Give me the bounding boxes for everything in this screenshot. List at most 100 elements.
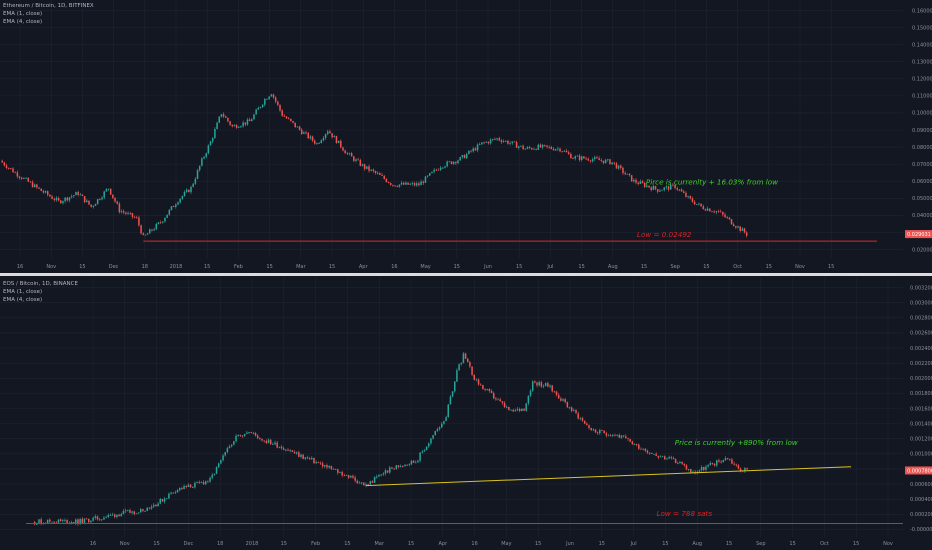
candle <box>46 191 49 195</box>
candle <box>194 482 196 488</box>
x-tick-label: 18 <box>142 264 148 270</box>
candle <box>105 516 107 518</box>
candle <box>107 188 110 190</box>
x-tick-label: 2018 <box>246 541 259 547</box>
candle <box>261 104 264 107</box>
candle <box>333 136 336 138</box>
candle <box>689 196 692 199</box>
candle <box>451 391 454 397</box>
candle <box>657 455 660 458</box>
candle <box>631 441 634 445</box>
candle <box>146 507 149 512</box>
symbol-title[interactable]: Ethereum / Bitcoin, 1D, BITFINEX <box>3 3 94 9</box>
candle <box>220 114 223 117</box>
candle <box>373 476 376 483</box>
candle <box>502 141 505 143</box>
panel-divider <box>0 273 932 276</box>
candle <box>548 146 550 148</box>
candle <box>568 407 571 409</box>
candle <box>269 439 272 445</box>
y-tick-label: 0.0014000 <box>910 421 932 427</box>
indicator-label[interactable]: EMA (1, close) <box>3 11 43 17</box>
indicator-label[interactable]: EMA (4, close) <box>3 19 43 25</box>
candle <box>476 144 479 151</box>
candle <box>551 385 553 392</box>
candle <box>600 160 603 161</box>
candle <box>553 391 556 393</box>
candle <box>405 182 407 185</box>
candle <box>485 141 487 143</box>
candle <box>672 457 675 459</box>
candle <box>676 188 679 190</box>
x-tick-label: 15 <box>726 541 732 547</box>
y-tick-label: 0.0022000 <box>910 361 932 367</box>
candle <box>81 194 84 197</box>
x-tick-label: Nov <box>883 541 893 547</box>
candle <box>266 99 268 100</box>
candle <box>609 435 612 437</box>
x-tick-label: Mar <box>374 541 384 547</box>
candle <box>459 157 461 161</box>
x-tick-label: Jun <box>483 264 492 270</box>
candle <box>544 144 546 146</box>
candle <box>417 460 419 463</box>
candle <box>224 452 226 456</box>
indicator-label[interactable]: EMA (4, close) <box>3 297 43 303</box>
candle <box>181 196 184 199</box>
candle <box>305 132 307 134</box>
candle <box>617 165 620 169</box>
x-tick-label: Sep <box>670 264 679 270</box>
candle <box>31 182 34 188</box>
candle <box>440 423 443 428</box>
candle <box>151 229 153 231</box>
candle <box>44 191 47 193</box>
candle <box>270 94 273 97</box>
candle <box>655 453 657 456</box>
candle <box>531 147 533 150</box>
candle <box>598 158 600 161</box>
candle <box>651 452 653 454</box>
candle <box>410 460 413 465</box>
y-tick-label: 0.0032000 <box>910 285 932 291</box>
candle <box>295 452 298 454</box>
candle <box>131 213 134 217</box>
candle <box>162 221 164 223</box>
candle <box>733 463 735 465</box>
candle <box>500 140 503 143</box>
candle <box>698 470 701 472</box>
candle <box>379 173 381 175</box>
candle <box>680 189 683 192</box>
candle <box>376 172 379 174</box>
candle <box>272 444 274 446</box>
candle <box>524 148 527 150</box>
candle <box>348 153 351 155</box>
candle <box>360 482 363 484</box>
candle <box>337 140 340 144</box>
candle <box>700 203 702 207</box>
candle <box>620 165 622 168</box>
candle <box>562 399 564 401</box>
candle <box>746 468 748 470</box>
candle <box>274 97 277 102</box>
candle <box>57 197 60 201</box>
candle <box>309 136 312 139</box>
y-tick-label: -0.0000000 <box>910 527 932 533</box>
candle <box>103 517 105 520</box>
candle <box>546 145 548 147</box>
candle <box>605 433 608 436</box>
y-tick-label: 0.0002000 <box>910 512 932 518</box>
candle <box>407 182 409 185</box>
candle <box>168 209 171 215</box>
candle <box>468 150 470 155</box>
candle <box>261 438 263 441</box>
x-tick-label: 15 <box>408 541 414 547</box>
indicator-label[interactable]: EMA (1, close) <box>3 289 43 295</box>
candle <box>555 391 558 395</box>
candle <box>437 169 440 171</box>
candle <box>635 179 637 183</box>
symbol-title[interactable]: EOS / Bitcoin, 1D, BINANCE <box>3 281 78 287</box>
candle <box>142 233 145 236</box>
